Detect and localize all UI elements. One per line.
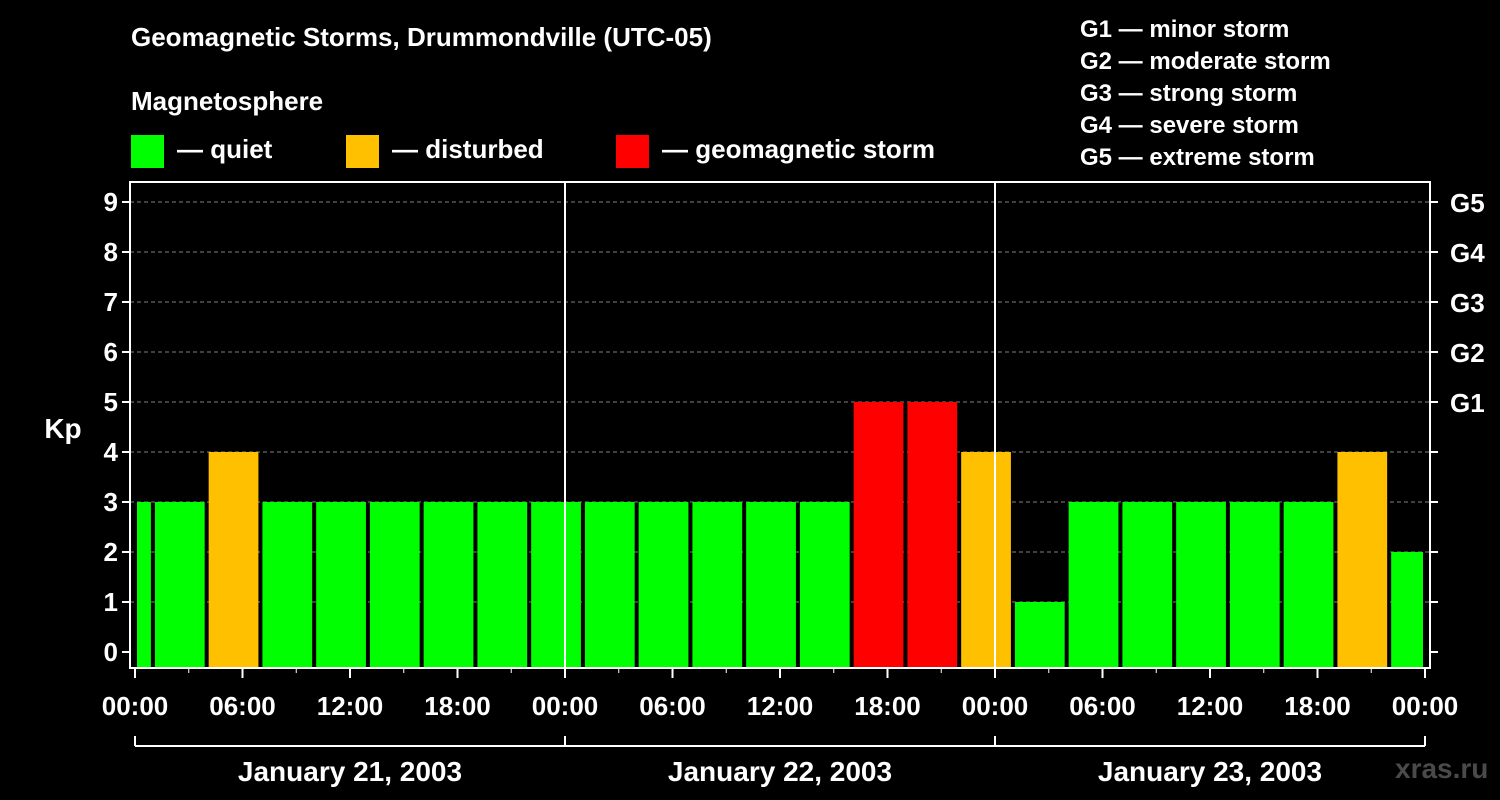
- bar-2: [208, 452, 259, 668]
- storm-scale-g5: G5 — extreme storm: [1080, 144, 1315, 171]
- bar-7: [477, 502, 528, 668]
- bar-10: [638, 502, 689, 668]
- y-tick-label-4: 4: [104, 437, 119, 467]
- x-tick-label-7: 18:00: [854, 691, 921, 721]
- y-tick-label-5: 5: [104, 387, 118, 417]
- storm-scale-list: G1 — minor storm G2 — moderate storm G3 …: [1080, 14, 1331, 174]
- storm-scale-g3: G3 — strong storm: [1080, 80, 1298, 107]
- bar-4: [316, 502, 366, 668]
- storm-scale-g1: G1 — minor storm: [1080, 16, 1290, 43]
- x-tick-label-1: 06:00: [209, 691, 276, 721]
- bar-17: [1014, 602, 1065, 668]
- y-tick-label-9: 9: [104, 187, 118, 217]
- watermark: xras.ru: [1395, 753, 1489, 784]
- bar-19: [1122, 502, 1173, 668]
- legend-swatch-disturbed: [346, 135, 379, 168]
- y-tick-label-1: 1: [104, 587, 118, 617]
- bar-8: [531, 502, 581, 668]
- bar-3: [262, 502, 313, 668]
- bar-14: [853, 402, 904, 668]
- x-tick-label-12: 00:00: [1392, 691, 1459, 721]
- right-label-g3: G3: [1450, 288, 1485, 318]
- bar-23: [1337, 452, 1388, 668]
- chart-title: Geomagnetic Storms, Drummondville (UTC-0…: [131, 22, 712, 52]
- y-tick-label-7: 7: [104, 287, 118, 317]
- legend-swatch-quiet: [131, 135, 164, 168]
- day-label-0: January 21, 2003: [238, 756, 462, 787]
- legend-label-storm: — geomagnetic storm: [662, 134, 936, 164]
- x-tick-label-11: 18:00: [1284, 691, 1351, 721]
- bar-22: [1283, 502, 1334, 668]
- legend-heading: Magnetosphere: [131, 86, 324, 116]
- right-label-g4: G4: [1450, 238, 1485, 268]
- x-tick-label-0: 00:00: [102, 691, 169, 721]
- x-tick-label-4: 00:00: [532, 691, 599, 721]
- x-tick-label-9: 06:00: [1069, 691, 1136, 721]
- storm-scale-g2: G2 — moderate storm: [1080, 48, 1331, 75]
- bar-0: [137, 502, 151, 668]
- bar-20: [1176, 502, 1226, 668]
- x-tick-label-8: 00:00: [962, 691, 1029, 721]
- x-tick-label-3: 18:00: [424, 691, 491, 721]
- bar-16: [961, 452, 1011, 668]
- x-tick-label-10: 12:00: [1177, 691, 1244, 721]
- bar-1: [154, 502, 205, 668]
- legend-label-disturbed: — disturbed: [392, 134, 544, 164]
- y-tick-label-8: 8: [104, 237, 118, 267]
- bar-9: [584, 502, 635, 668]
- bar-12: [746, 502, 796, 668]
- y-tick-label-2: 2: [104, 537, 118, 567]
- y-tick-label-3: 3: [104, 487, 118, 517]
- y-tick-label-6: 6: [104, 337, 118, 367]
- bar-11: [692, 502, 743, 668]
- x-tick-label-2: 12:00: [317, 691, 384, 721]
- bar-21: [1229, 502, 1280, 668]
- day-label-2: January 23, 2003: [1098, 756, 1322, 787]
- bar-13: [799, 502, 850, 668]
- right-label-g2: G2: [1450, 338, 1485, 368]
- x-tick-label-6: 12:00: [747, 691, 814, 721]
- right-label-g1: G1: [1450, 388, 1485, 418]
- y-axis-label: Kp: [44, 413, 81, 444]
- bar-18: [1068, 502, 1119, 668]
- right-label-g5: G5: [1450, 188, 1485, 218]
- bar-6: [423, 502, 474, 668]
- bar-15: [907, 402, 958, 668]
- day-label-1: January 22, 2003: [668, 756, 892, 787]
- bar-24: [1391, 552, 1423, 668]
- x-tick-label-5: 06:00: [639, 691, 706, 721]
- y-tick-label-0: 0: [104, 637, 118, 667]
- legend-label-quiet: — quiet: [177, 134, 273, 164]
- bar-5: [369, 502, 420, 668]
- legend-swatch-storm: [616, 135, 649, 168]
- storm-scale-g4: G4 — severe storm: [1080, 112, 1299, 139]
